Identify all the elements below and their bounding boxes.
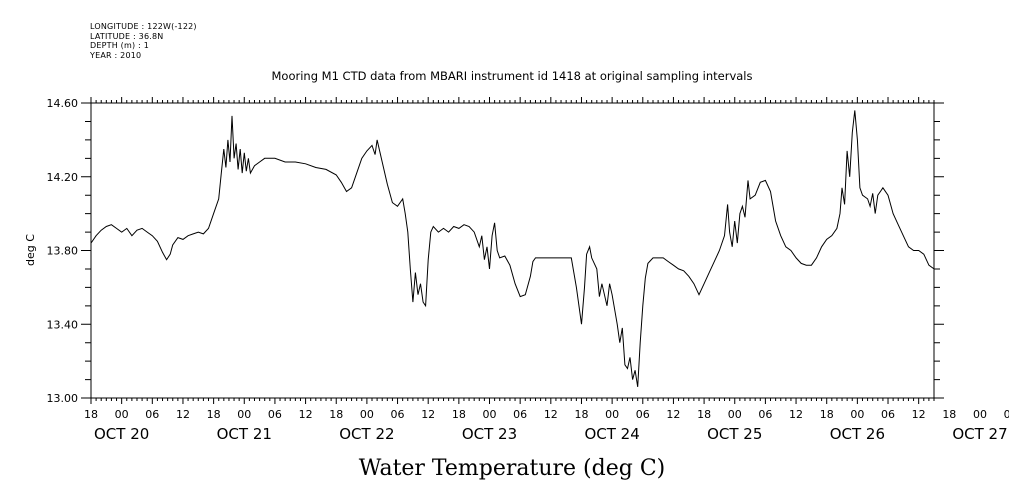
date-label: OCT 27	[952, 425, 1007, 443]
x-tick-label: 00	[115, 408, 129, 421]
y-tick-label: 14.20	[47, 171, 79, 184]
date-label: OCT 22	[339, 425, 394, 443]
plot-frame	[90, 102, 935, 399]
x-tick-label: 18	[574, 408, 588, 421]
x-tick-label: 06	[881, 408, 895, 421]
x-tick-label: 12	[912, 408, 926, 421]
x-tick-label: 06	[1004, 408, 1009, 421]
y-tick-label: 13.00	[47, 392, 79, 405]
x-tick-label: 18	[329, 408, 343, 421]
year-label: YEAR : 2010	[90, 50, 142, 60]
date-label: OCT 23	[462, 425, 517, 443]
x-tick-label: 12	[544, 408, 558, 421]
date-label: OCT 26	[830, 425, 885, 443]
x-tick-label: 06	[636, 408, 650, 421]
chart-title: Mooring M1 CTD data from MBARI instrumen…	[272, 69, 753, 83]
date-label: OCT 25	[707, 425, 762, 443]
x-tick-label: 12	[299, 408, 313, 421]
x-tick-label: 00	[483, 408, 497, 421]
x-tick-label: 18	[697, 408, 711, 421]
temperature-series-line	[90, 110, 935, 387]
y-tick-label: 13.80	[47, 245, 79, 258]
x-tick-label: 00	[850, 408, 864, 421]
axis-ticks	[81, 97, 944, 404]
tick-marks	[81, 97, 944, 404]
y-tick-label: 13.40	[47, 318, 79, 331]
x-tick-label: 06	[513, 408, 527, 421]
date-label: OCT 21	[217, 425, 272, 443]
x-tick-label: 18	[207, 408, 221, 421]
x-tick-label: 18	[452, 408, 466, 421]
y-tick-labels: 13.00 13.40 13.80 14.20 14.60	[47, 97, 79, 405]
y-axis-label: deg C	[24, 234, 37, 266]
x-tick-label: 00	[605, 408, 619, 421]
date-label: OCT 24	[584, 425, 639, 443]
x-tick-label: 18	[820, 408, 834, 421]
x-tick-label: 12	[421, 408, 435, 421]
plot-border	[90, 102, 935, 399]
x-tick-label: 12	[789, 408, 803, 421]
x-tick-label: 06	[391, 408, 405, 421]
x-tick-label: 06	[268, 408, 282, 421]
x-tick-label: 18	[942, 408, 956, 421]
metadata-block: LONGITUDE : 122W(-122) LATITUDE : 36.8N …	[90, 22, 197, 60]
x-tick-label: 00	[973, 408, 987, 421]
x-tick-label: 00	[728, 408, 742, 421]
x-tick-label: 12	[666, 408, 680, 421]
x-tick-label: 00	[360, 408, 374, 421]
longitude-label: LONGITUDE : 122W(-122)	[90, 22, 197, 31]
depth-label: DEPTH (m) : 1	[90, 41, 149, 50]
x-axis-title: Water Temperature (deg C)	[359, 456, 666, 481]
x-tick-label: 06	[758, 408, 772, 421]
date-labels: OCT 20 OCT 21 OCT 22 OCT 23 OCT 24 OCT 25 OCT …	[94, 425, 1008, 443]
x-tick-label: 06	[145, 408, 159, 421]
latitude-label: LATITUDE : 36.8N	[90, 31, 164, 41]
x-tick-labels: 18 00 06 12 18 00 06 12 18 00 06 12 18 00 06 12 18 00 06 12…	[84, 408, 1009, 421]
date-label: OCT 20	[94, 425, 149, 443]
x-tick-label: 18	[84, 408, 98, 421]
x-tick-label: 00	[237, 408, 251, 421]
x-tick-label: 12	[176, 408, 190, 421]
y-tick-label: 14.60	[47, 97, 79, 110]
